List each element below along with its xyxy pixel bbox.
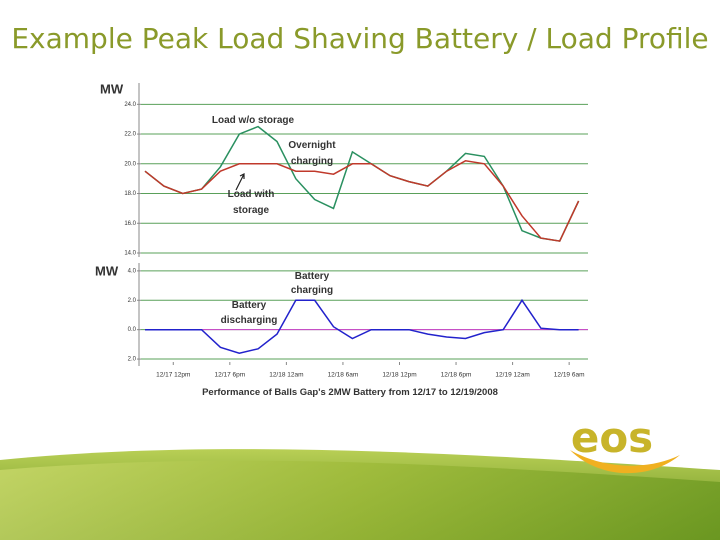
y-tick-label: 2.0: [128, 298, 137, 304]
y-tick-label: 4.0: [128, 268, 137, 274]
y-tick-label: 0.0: [128, 327, 137, 333]
logo: eos: [571, 413, 653, 462]
y-tick-label: 22.0: [124, 132, 136, 138]
x-tick-label: 12/17 6pm: [214, 372, 245, 379]
y-tick-label: 24.0: [124, 102, 136, 108]
x-tick-label: 12/17 12pm: [156, 372, 190, 379]
slide-title: Example Peak Load Shaving Battery / Load…: [11, 22, 708, 55]
decor-swoosh: [0, 460, 720, 540]
x-tick-label: 12/18 12am: [269, 372, 303, 379]
arrow: [235, 173, 245, 191]
series-line: [144, 125, 580, 242]
annotation: Battery charging: [291, 271, 333, 296]
caption: Performance of Balls Gap's 2MW Battery f…: [202, 387, 498, 398]
y-tick-label: 14.0: [124, 251, 136, 257]
series-line: [145, 298, 579, 354]
annotation: Overnight charging: [288, 140, 336, 167]
y-tick-label: 20.0: [124, 161, 136, 167]
chart-image: [115, 75, 593, 385]
y-axis-label: MW: [95, 263, 119, 278]
x-tick-label: 12/18 6pm: [441, 372, 472, 379]
x-tick-label: 12/19 6am: [554, 372, 585, 379]
annotation: Load w/o storage: [212, 115, 295, 126]
x-tick-label: 12/19 12am: [495, 372, 529, 379]
x-tick-label: 12/18 12pm: [382, 372, 416, 379]
series-line: [144, 160, 580, 242]
logo-swoosh: [570, 450, 680, 474]
annotation: Load with storage: [228, 189, 275, 216]
y-tick-label: 16.0: [124, 221, 136, 227]
y-tick-label: 2.0: [128, 357, 137, 363]
y-tick-label: 18.0: [124, 191, 136, 197]
annotation: Battery discharging: [221, 300, 278, 326]
y-axis-label: MW: [100, 81, 124, 96]
x-tick-label: 12/18 6am: [328, 372, 359, 379]
